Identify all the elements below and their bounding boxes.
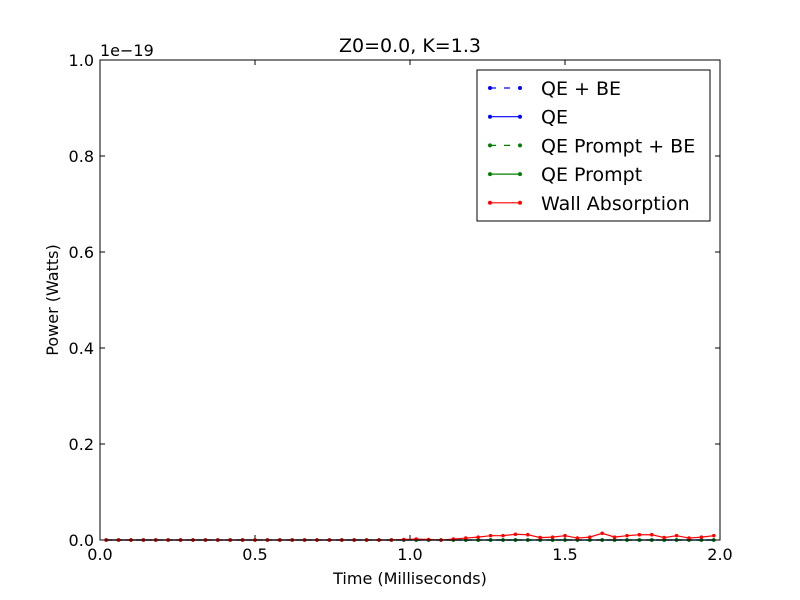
chart-title: Z0=0.0, K=1.3: [339, 35, 481, 57]
y-tick-label: 0.2: [69, 435, 94, 454]
data-point: [476, 535, 481, 539]
legend-box: [476, 69, 711, 222]
data-point: [662, 535, 666, 540]
y-axis-label: Power (Watts): [43, 244, 62, 355]
legend-swatch-marker: [518, 143, 522, 148]
data-point: [699, 535, 704, 539]
legend-swatch-marker: [488, 200, 492, 205]
data-point: [712, 533, 716, 538]
legend-swatch-marker: [518, 200, 522, 205]
legend-swatch-marker: [518, 86, 522, 90]
y-tick-label: 0.4: [69, 339, 94, 358]
y-tick-label: 0.6: [69, 243, 94, 262]
legend-swatch-marker: [488, 114, 492, 119]
legend-label: Wall Absorption: [541, 193, 690, 215]
data-point: [550, 535, 555, 539]
data-point: [637, 532, 642, 537]
data-point: [674, 533, 679, 538]
y-offset-text: 1e−19: [100, 41, 154, 60]
x-tick-label: 0.0: [87, 545, 112, 564]
legend-label: QE Prompt + BE: [541, 135, 695, 157]
plot-frame: [99, 59, 721, 541]
legend-swatch-marker: [518, 114, 522, 119]
legend: QE + BE QE QE Prompt + BE QE Prompt Wall Abs…: [476, 69, 711, 222]
data-point: [575, 536, 580, 540]
legend-swatch-marker: [488, 143, 492, 148]
legend-label: QE: [541, 107, 568, 129]
data-point: [526, 532, 530, 537]
series: [104, 531, 716, 542]
x-tick-label: 1.0: [397, 545, 422, 564]
x-tick-label: 2.0: [707, 545, 732, 564]
data-point: [501, 533, 505, 538]
y-tick-label: 1.0: [69, 51, 94, 70]
data-point: [612, 535, 617, 539]
data-point: [488, 533, 493, 538]
data-point: [588, 535, 592, 539]
legend-swatch-marker: [488, 86, 492, 90]
legend-swatch-marker: [488, 172, 492, 177]
x-tick-label: 0.5: [242, 545, 267, 564]
x-tick-label: 1.5: [552, 545, 577, 564]
legend-label: QE + BE: [541, 78, 621, 100]
data-point: [600, 531, 604, 536]
x-axis-label: Time (Milliseconds): [332, 569, 487, 588]
data-point: [538, 535, 542, 540]
data-point: [650, 532, 654, 537]
legend-label: QE Prompt: [541, 164, 642, 186]
data-point: [513, 532, 518, 537]
data-point: [687, 536, 691, 540]
data-point: [464, 536, 468, 540]
legend-swatch-marker: [518, 172, 522, 177]
y-tick-label: 0.0: [69, 531, 94, 550]
y-tick-label: 0.8: [69, 147, 94, 166]
data-point: [563, 533, 567, 538]
data-point: [625, 533, 629, 538]
